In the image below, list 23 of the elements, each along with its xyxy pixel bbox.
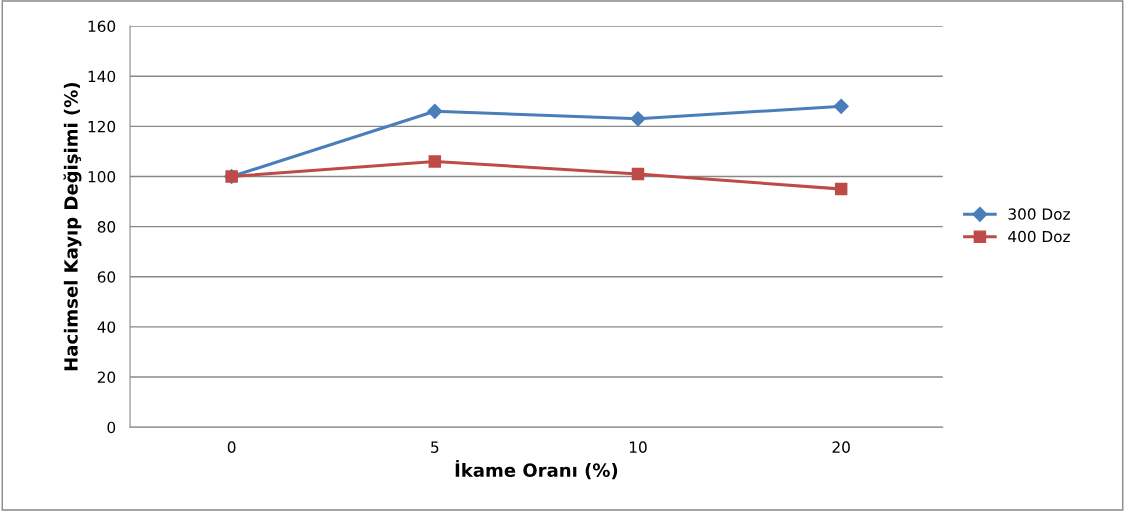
- point: [428, 155, 442, 168]
- y-tick-label: 80: [97, 221, 116, 233]
- point: [630, 111, 646, 127]
- y-tick-label: 60: [97, 271, 116, 283]
- y-tick-label: 160: [88, 20, 116, 33]
- point: [631, 167, 645, 181]
- point: [834, 182, 848, 196]
- y-tick-label: 0: [107, 421, 116, 434]
- y-tick-label: 140: [88, 70, 116, 83]
- x-axis-title: İkame Oranı (%): [455, 460, 618, 480]
- point: [833, 98, 849, 114]
- x-tick-label: 10: [629, 441, 647, 453]
- legend-label: 400 Doz: [1008, 230, 1070, 243]
- y-tick-label: 20: [97, 371, 116, 384]
- x-tick-label: 20: [832, 441, 850, 453]
- point: [427, 103, 443, 119]
- x-tick-label: 0: [227, 441, 236, 453]
- y-tick-label: 120: [88, 120, 116, 133]
- legend-label: 300 Doz: [1008, 208, 1070, 220]
- y-tick-label: 40: [97, 321, 116, 333]
- y-axis-title: Hacimsel Kayıp Değişimi (%): [63, 82, 82, 371]
- y-tick-label: 100: [88, 170, 116, 183]
- x-tick-label: 5: [431, 441, 439, 453]
